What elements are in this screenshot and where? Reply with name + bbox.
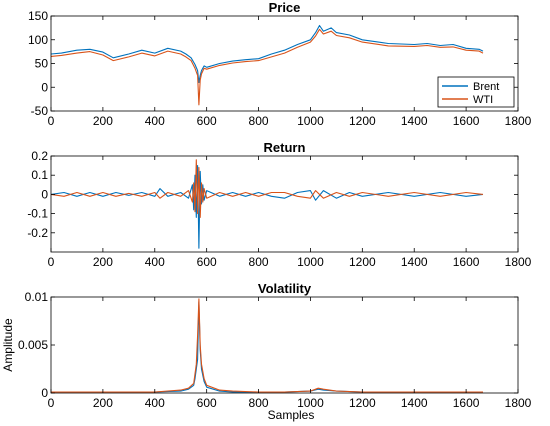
x-tick-label: 1000: [297, 114, 324, 128]
legend-box: [437, 76, 515, 108]
x-tick-label: 1200: [349, 396, 376, 410]
chart-title: Volatility: [258, 281, 312, 296]
x-tick-label: 600: [197, 114, 217, 128]
x-tick-label: 1400: [401, 255, 428, 269]
y-tick-label: 0.1: [31, 168, 48, 182]
x-tick-label: 1600: [453, 114, 480, 128]
y-tick-label: -50: [31, 104, 49, 118]
x-tick-label: 400: [145, 396, 165, 410]
x-tick-label: 0: [48, 255, 55, 269]
legend-label-brent: Brent: [473, 81, 499, 93]
x-tick-label: 1600: [453, 396, 480, 410]
x-tick-label: 600: [197, 255, 217, 269]
y-tick-label: -0.2: [27, 226, 48, 240]
x-tick-label: 1800: [505, 255, 532, 269]
y-axis-label: Amplitude: [1, 318, 15, 372]
axes-box: [50, 155, 519, 253]
x-tick-label: 200: [93, 255, 113, 269]
series-line-wti: [51, 298, 483, 393]
chart-title: Price: [269, 0, 301, 15]
x-tick-label: 600: [197, 396, 217, 410]
x-tick-label: 1400: [401, 114, 428, 128]
series-group: [51, 159, 484, 249]
x-tick-label: 400: [145, 255, 165, 269]
y-tick-label: 0.01: [25, 290, 49, 304]
x-tick-label: 800: [249, 114, 269, 128]
x-tick-label: 1200: [349, 114, 376, 128]
y-tick-label: 0: [41, 187, 48, 201]
series-line-brent: [51, 24, 484, 84]
x-tick-label: 1800: [505, 114, 532, 128]
y-tick-label: 0: [41, 386, 48, 400]
panels: 0 200 400 600 800 1000 1200 1400 1600 1800-500501…: [1, 0, 532, 410]
plot-area: [51, 297, 518, 393]
series-group: [51, 298, 483, 393]
x-tick-label: 400: [145, 114, 165, 128]
y-tick-label: 50: [35, 57, 49, 71]
y-tick-label: 0.2: [31, 149, 48, 163]
series-line-wti: [51, 159, 484, 218]
plot-area: [51, 156, 518, 252]
x-tick-label: 0: [48, 114, 55, 128]
panel-volatility: 0 200 400 600 800 1000 1200 1400 1600 1800 0 0.005 0…: [1, 281, 532, 410]
x-tick-label: 1800: [505, 396, 532, 410]
x-axis-label: Samples: [268, 408, 315, 422]
x-tick-label: 0: [48, 396, 55, 410]
series-line-wti: [51, 28, 484, 106]
panel-return: 0 200 400 600 800 1000 1200 1400 1600 1800 -0.2 -0.…: [27, 140, 531, 269]
y-tick-label: -0.1: [27, 207, 48, 221]
x-tick-label: 1600: [453, 255, 480, 269]
x-tick-label: 200: [93, 114, 113, 128]
chart-title: Return: [264, 140, 306, 155]
x-tick-label: 200: [93, 396, 113, 410]
y-tick-label: 0: [41, 80, 48, 94]
x-tick-label: 1000: [297, 396, 324, 410]
x-tick-label: 800: [249, 255, 269, 269]
y-tick-label: 0.005: [18, 338, 48, 352]
x-tick-label: 1200: [349, 255, 376, 269]
x-tick-label: 1400: [401, 396, 428, 410]
x-tick-label: 1000: [297, 255, 324, 269]
y-tick-label: 100: [28, 33, 48, 47]
x-tick-label: 800: [249, 396, 269, 410]
series-group: [51, 24, 484, 106]
legend-label-wti: WTI: [473, 94, 493, 106]
y-tick-label: 150: [28, 9, 48, 23]
panel-price: 0 200 400 600 800 1000 1200 1400 1600 1800-500501…: [28, 0, 532, 128]
